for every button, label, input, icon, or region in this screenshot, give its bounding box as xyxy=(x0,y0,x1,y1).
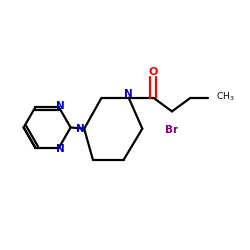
Text: N: N xyxy=(56,101,64,111)
Text: N: N xyxy=(56,144,64,154)
Text: N: N xyxy=(76,124,85,134)
Text: O: O xyxy=(149,67,158,77)
Text: Br: Br xyxy=(166,125,178,135)
Text: CH$_3$: CH$_3$ xyxy=(216,90,235,103)
Text: N: N xyxy=(124,89,133,99)
